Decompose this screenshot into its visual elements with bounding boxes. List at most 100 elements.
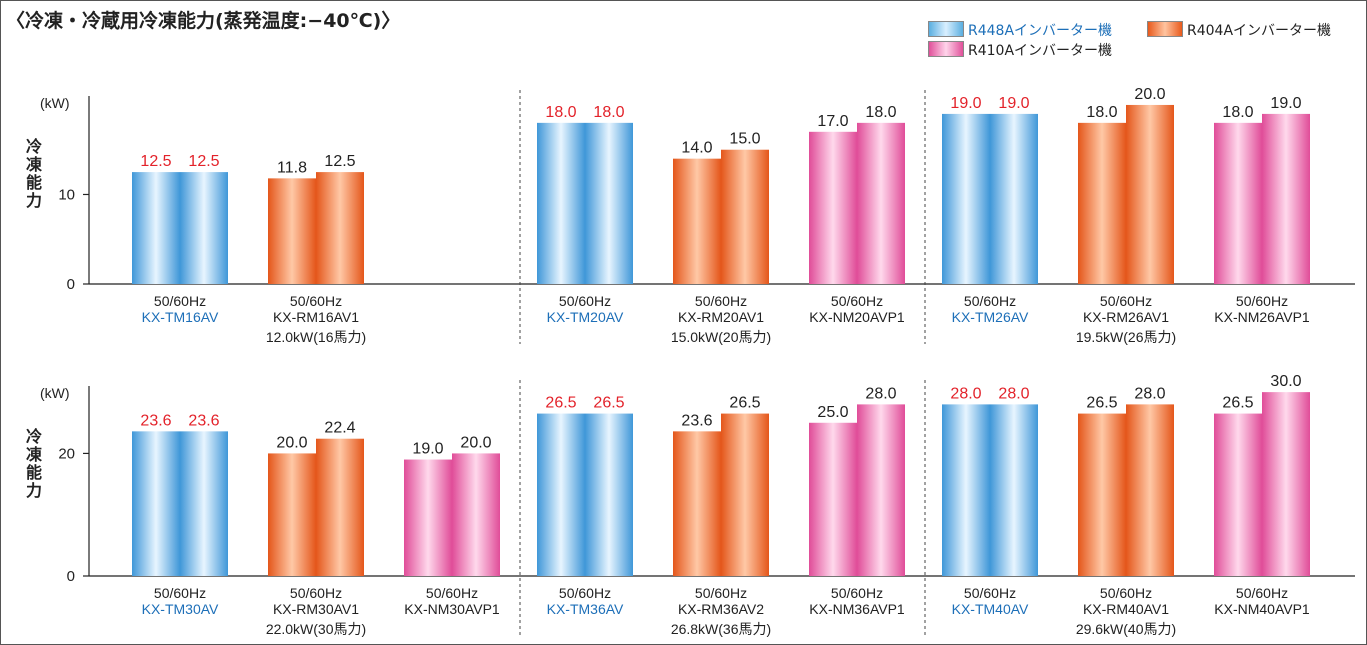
freq-label: 50/60Hz <box>1236 585 1288 601</box>
bar-r410a <box>1262 392 1310 576</box>
bar-r410a <box>1262 113 1310 285</box>
y-tick-label: 20 <box>58 445 75 462</box>
y-axis-title-char: 能 <box>26 173 42 192</box>
bar-r404a <box>673 431 721 576</box>
bar-value-label: 17.0 <box>817 113 848 130</box>
bar-r448a <box>585 413 633 576</box>
freq-label: 50/60Hz <box>559 585 611 601</box>
bar-value-label: 26.5 <box>1086 395 1117 412</box>
bar-value-label: 20.0 <box>1134 86 1165 103</box>
capacity-class-label: 29.6kW(40馬力) <box>1076 621 1176 637</box>
model-label: KX-RM30AV1 <box>273 601 359 617</box>
legend-swatch-r448a <box>928 21 964 37</box>
bar-value-label: 18.0 <box>593 104 624 121</box>
bar-r448a <box>180 431 228 576</box>
legend-swatch-r404a <box>1147 21 1183 37</box>
y-axis-title-char: 凍 <box>26 155 42 174</box>
model-label: KX-NM26AVP1 <box>1214 309 1310 325</box>
bar-r410a <box>809 422 857 576</box>
freq-label: 50/60Hz <box>831 293 883 309</box>
bar-r410a <box>404 459 452 576</box>
bar-r404a <box>268 178 316 284</box>
bar-value-label: 20.0 <box>460 434 491 451</box>
bar-r404a <box>1078 413 1126 576</box>
y-axis-title-char: 能 <box>26 463 42 482</box>
freq-label: 50/60Hz <box>964 585 1016 601</box>
bar-value-label: 18.0 <box>1222 104 1253 121</box>
bar-value-label: 30.0 <box>1270 373 1301 390</box>
freq-label: 50/60Hz <box>559 293 611 309</box>
bar-r404a <box>721 149 769 284</box>
model-label: KX-TM20AV <box>547 309 624 325</box>
bar-value-label: 18.0 <box>545 104 576 121</box>
model-label: KX-RM20AV1 <box>678 309 764 325</box>
bar-value-label: 19.0 <box>998 95 1029 112</box>
model-label: KX-TM30AV <box>142 601 219 617</box>
capacity-class-label: 22.0kW(30馬力) <box>266 621 366 637</box>
bar-r404a <box>316 438 364 576</box>
bar-r404a <box>1126 404 1174 576</box>
bar-value-label: 22.4 <box>324 420 355 437</box>
y-axis-title-char: 力 <box>26 191 42 210</box>
freq-label: 50/60Hz <box>154 585 206 601</box>
bar-value-label: 18.0 <box>1086 104 1117 121</box>
bar-value-label: 11.8 <box>277 159 307 176</box>
bar-r410a <box>809 131 857 284</box>
y-tick-label: 0 <box>67 276 75 293</box>
bar-r448a <box>180 172 228 284</box>
bar-value-label: 26.5 <box>593 395 624 412</box>
freq-label: 50/60Hz <box>964 293 1016 309</box>
bar-r404a <box>316 172 364 284</box>
freq-label: 50/60Hz <box>1100 585 1152 601</box>
bar-value-label: 12.5 <box>188 153 219 170</box>
legend-label-r404a: R404Aインバーター機 <box>1187 23 1332 39</box>
y-axis-title-char: 冷 <box>26 427 42 446</box>
bar-r448a <box>537 413 585 576</box>
freq-label: 50/60Hz <box>695 293 747 309</box>
bar-value-label: 26.5 <box>545 395 576 412</box>
model-label: KX-RM36AV2 <box>678 601 764 617</box>
bar-value-label: 23.6 <box>681 412 712 429</box>
bar-value-label: 12.5 <box>324 153 355 170</box>
bar-r448a <box>942 113 990 285</box>
legend-r448a: R448Aインバーター機 <box>928 20 1112 40</box>
bar-value-label: 19.0 <box>950 95 981 112</box>
freq-label: 50/60Hz <box>290 585 342 601</box>
bar-value-label: 19.0 <box>412 441 443 458</box>
bar-r410a <box>857 404 905 576</box>
y-axis-title-char: 冷 <box>26 137 42 156</box>
bar-r404a <box>1078 122 1126 284</box>
freq-label: 50/60Hz <box>1100 293 1152 309</box>
model-label: KX-TM36AV <box>547 601 624 617</box>
bar-value-label: 28.0 <box>950 385 981 402</box>
bar-r448a <box>537 122 585 284</box>
bar-r404a <box>268 453 316 576</box>
bar-value-label: 23.6 <box>188 412 219 429</box>
model-label: KX-TM16AV <box>142 309 219 325</box>
capacity-class-label: 26.8kW(36馬力) <box>671 621 771 637</box>
bar-r410a <box>857 122 905 284</box>
bar-r448a <box>132 172 180 284</box>
bar-r404a <box>721 413 769 576</box>
freq-label: 50/60Hz <box>426 585 478 601</box>
bar-r410a <box>452 453 500 576</box>
bar-r410a <box>1214 122 1262 284</box>
freq-label: 50/60Hz <box>154 293 206 309</box>
model-label: KX-RM16AV1 <box>273 309 359 325</box>
capacity-class-label: 19.5kW(26馬力) <box>1076 329 1176 345</box>
bar-value-label: 25.0 <box>817 404 848 421</box>
legend-r404a: R404Aインバーター機 <box>1147 20 1331 40</box>
model-label: KX-NM40AVP1 <box>1214 601 1310 617</box>
bar-r448a <box>990 113 1038 285</box>
bar-value-label: 26.5 <box>729 395 760 412</box>
bar-value-label: 20.0 <box>276 434 307 451</box>
bar-value-label: 18.0 <box>865 104 896 121</box>
bar-value-label: 28.0 <box>1134 385 1165 402</box>
bar-value-label: 23.6 <box>140 412 171 429</box>
model-label: KX-TM26AV <box>952 309 1029 325</box>
bar-value-label: 19.0 <box>1270 95 1301 112</box>
freq-label: 50/60Hz <box>290 293 342 309</box>
